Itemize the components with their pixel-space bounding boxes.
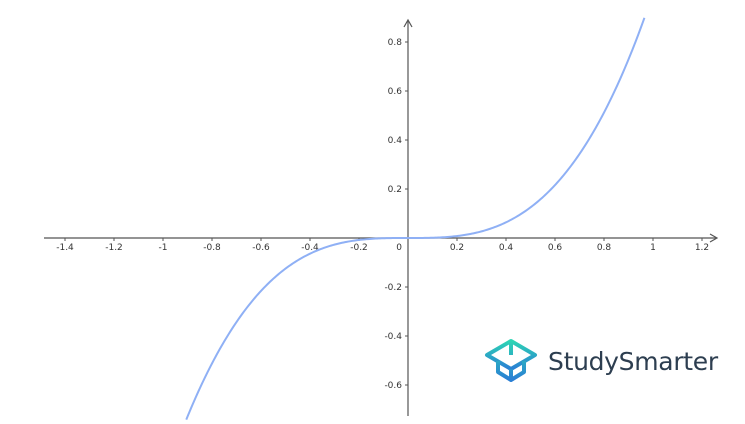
x-tick-label: -1.2: [105, 243, 123, 253]
x-tick-label: -1: [159, 243, 168, 253]
logo-text: StudySmarter: [548, 346, 718, 376]
studysmarter-logo: StudySmarter: [484, 338, 718, 384]
x-tick-label: -0.2: [350, 243, 368, 253]
cubic-curve: [185, 17, 646, 420]
x-tick-label: -0.6: [252, 243, 270, 253]
x-tick-label: 0.4: [499, 243, 514, 253]
x-tick-label: 1: [650, 243, 656, 253]
y-tick-label: 0.4: [388, 136, 403, 146]
origin-label: 0: [396, 243, 402, 253]
y-axis-arrow-icon: [403, 18, 413, 28]
y-tick-label: 0.6: [388, 87, 403, 97]
y-tick-label: 0.8: [388, 38, 403, 48]
x-tick-label: 1.2: [695, 243, 709, 253]
y-tick-label: -0.2: [384, 283, 402, 293]
x-tick-label: 0.2: [450, 243, 464, 253]
x-axis-arrow-icon: [709, 233, 719, 243]
y-tick-label: -0.6: [384, 381, 402, 391]
x-tick-label: 0.8: [597, 243, 612, 253]
x-tick-label: 0.6: [548, 243, 563, 253]
y-tick-label: 0.2: [388, 185, 402, 195]
x-tick-label: -1.4: [56, 243, 74, 253]
logo-cube-icon: [485, 339, 537, 382]
x-tick-label: -0.4: [301, 243, 319, 253]
y-tick-label: -0.4: [384, 332, 402, 342]
x-tick-label: -0.8: [203, 243, 221, 253]
